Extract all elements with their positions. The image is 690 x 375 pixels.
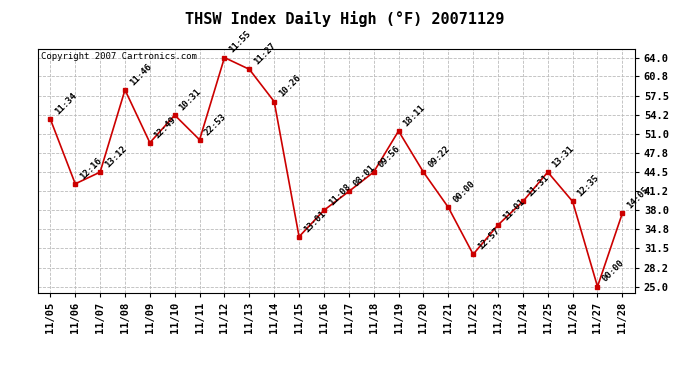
- Text: 11:34: 11:34: [53, 91, 79, 117]
- Text: 18:11: 18:11: [402, 103, 426, 128]
- Text: 10:31: 10:31: [177, 87, 203, 112]
- Text: 13:12: 13:12: [103, 144, 128, 170]
- Text: 13:01: 13:01: [302, 209, 327, 234]
- Text: 11:55: 11:55: [227, 29, 253, 55]
- Text: 00:00: 00:00: [451, 179, 476, 204]
- Text: 11:27: 11:27: [252, 41, 277, 66]
- Text: 12:57: 12:57: [476, 226, 502, 252]
- Text: 22:53: 22:53: [202, 112, 228, 137]
- Text: 13:31: 13:31: [551, 144, 576, 170]
- Text: 11:31: 11:31: [526, 173, 551, 199]
- Text: 09:22: 09:22: [426, 144, 451, 170]
- Text: 08:01: 08:01: [352, 164, 377, 189]
- Text: THSW Index Daily High (°F) 20071129: THSW Index Daily High (°F) 20071129: [186, 11, 504, 27]
- Text: 11:46: 11:46: [128, 62, 153, 87]
- Text: 12:16: 12:16: [78, 156, 104, 181]
- Text: 10:26: 10:26: [277, 74, 302, 99]
- Text: 11:08: 11:08: [327, 182, 352, 207]
- Text: 11:01: 11:01: [501, 197, 526, 222]
- Text: 12:49: 12:49: [152, 115, 178, 140]
- Text: 12:35: 12:35: [575, 173, 601, 199]
- Text: 00:00: 00:00: [600, 258, 626, 284]
- Text: Copyright 2007 Cartronics.com: Copyright 2007 Cartronics.com: [41, 53, 197, 62]
- Text: 14:05: 14:05: [625, 185, 651, 210]
- Text: 09:56: 09:56: [377, 144, 402, 170]
